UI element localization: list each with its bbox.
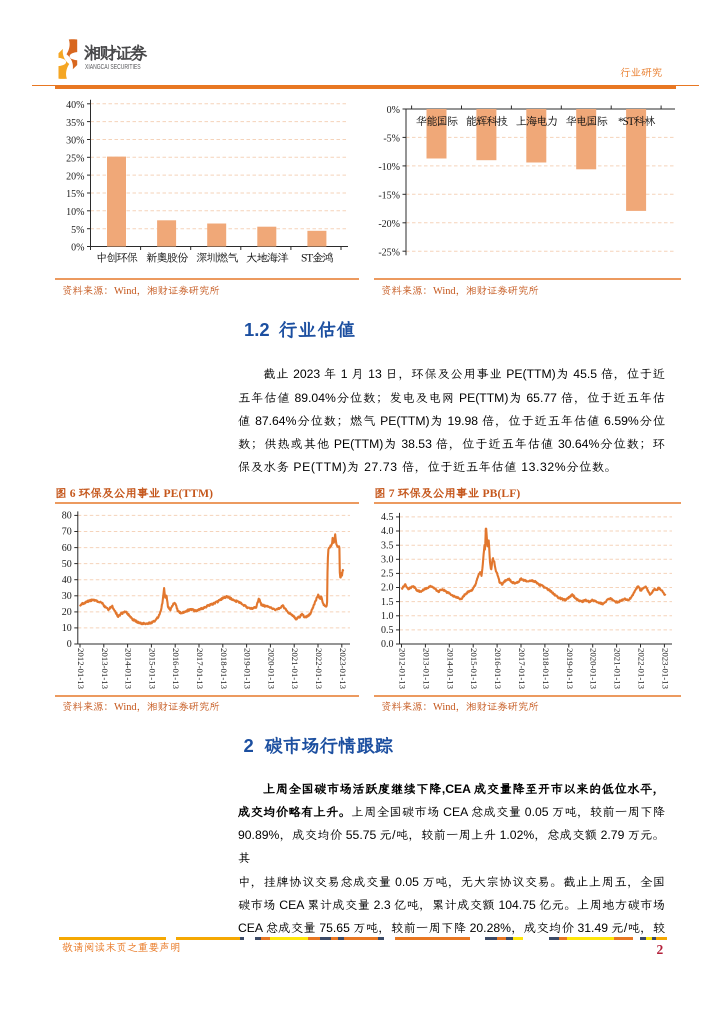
svg-text:华能国际: 华能国际 [416,114,458,129]
svg-text:1.0: 1.0 [381,611,394,622]
svg-text:2.5: 2.5 [381,569,394,580]
svg-text:大地海洋: 大地海洋 [246,250,289,265]
svg-text:2.0: 2.0 [381,583,394,594]
svg-text:2016-01-13: 2016-01-13 [493,648,503,690]
svg-text:2013-01-13: 2013-01-13 [421,648,431,690]
svg-text:2022-01-13: 2022-01-13 [314,648,324,690]
svg-text:40: 40 [62,575,72,586]
svg-text:0.5: 0.5 [381,625,394,636]
svg-text:30%: 30% [66,136,84,147]
svg-text:25%: 25% [66,154,84,165]
svg-text:40%: 40% [66,100,84,111]
svg-text:0: 0 [67,639,72,650]
svg-text:30: 30 [62,591,72,602]
svg-text:0.0: 0.0 [381,639,394,650]
svg-text:华电国际: 华电国际 [566,114,608,129]
svg-text:15%: 15% [66,189,84,200]
svg-text:上海电力: 上海电力 [516,114,557,129]
svg-text:0%: 0% [71,243,84,254]
svg-text:70: 70 [62,527,72,538]
svg-text:2022-01-13: 2022-01-13 [637,648,647,690]
svg-text:新奥股份: 新奥股份 [146,250,189,265]
svg-text:-10%: -10% [378,162,400,173]
svg-text:1.5: 1.5 [381,597,394,608]
svg-text:80: 80 [62,511,72,522]
svg-text:2014-01-13: 2014-01-13 [445,648,455,690]
svg-text:2012-01-13: 2012-01-13 [398,648,408,690]
svg-text:深圳燃气: 深圳燃气 [196,250,238,265]
svg-text:-15%: -15% [378,191,400,202]
svg-text:2015-01-13: 2015-01-13 [469,648,479,690]
svg-text:2015-01-13: 2015-01-13 [147,648,157,690]
svg-text:2013-01-13: 2013-01-13 [100,648,110,690]
svg-text:2019-01-13: 2019-01-13 [565,648,575,690]
svg-text:10: 10 [62,623,72,634]
svg-text:50: 50 [62,559,72,570]
svg-text:中创环保: 中创环保 [96,250,138,265]
svg-text:2017-01-13: 2017-01-13 [195,648,205,690]
svg-text:60: 60 [62,543,72,554]
svg-text:*ST科林: *ST科林 [618,114,656,129]
svg-text:20: 20 [62,607,72,618]
svg-text:2018-01-13: 2018-01-13 [219,648,229,690]
svg-text:5%: 5% [71,225,84,236]
svg-text:2012-01-13: 2012-01-13 [76,648,86,690]
svg-text:能辉科技: 能辉科技 [466,114,509,129]
svg-text:-25%: -25% [378,247,400,258]
svg-text:2021-01-13: 2021-01-13 [613,648,623,690]
svg-text:2020-01-13: 2020-01-13 [266,648,276,690]
svg-text:2014-01-13: 2014-01-13 [124,648,134,690]
svg-text:2020-01-13: 2020-01-13 [589,648,599,690]
svg-text:-20%: -20% [378,219,400,230]
svg-text:2021-01-13: 2021-01-13 [290,648,300,690]
svg-text:2016-01-13: 2016-01-13 [171,648,181,690]
svg-text:3.0: 3.0 [381,555,394,566]
svg-text:4.5: 4.5 [381,512,394,523]
svg-text:35%: 35% [66,118,84,129]
svg-text:10%: 10% [66,207,84,218]
svg-text:20%: 20% [66,171,84,182]
svg-text:-5%: -5% [383,134,400,145]
svg-text:0%: 0% [387,105,400,116]
svg-text:2018-01-13: 2018-01-13 [541,648,551,690]
svg-text:2023-01-13: 2023-01-13 [338,648,348,690]
svg-text:4.0: 4.0 [381,526,394,537]
svg-text:2019-01-13: 2019-01-13 [243,648,253,690]
svg-text:2023-01-13: 2023-01-13 [660,648,670,690]
svg-text:ST金鸿: ST金鸿 [301,250,333,265]
svg-text:3.5: 3.5 [381,540,394,551]
svg-text:2017-01-13: 2017-01-13 [517,648,527,690]
